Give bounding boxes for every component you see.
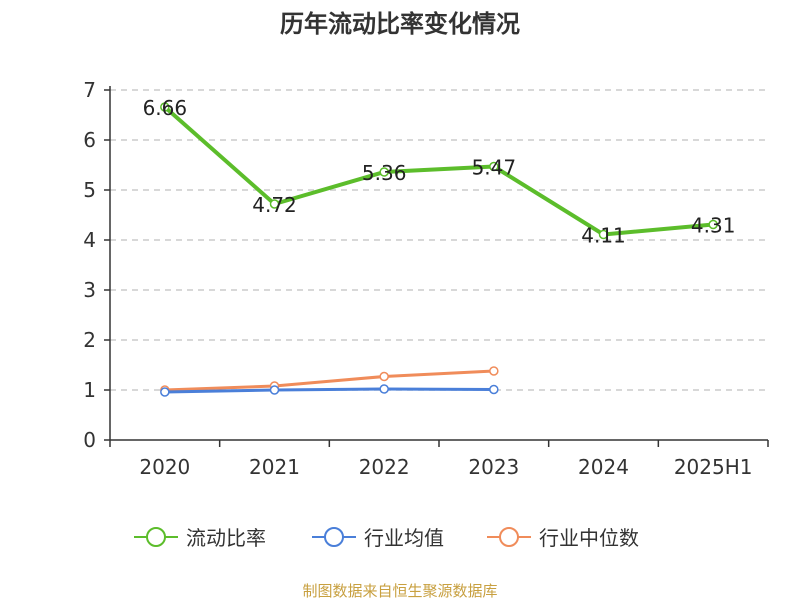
legend-label: 行业中位数 [539, 526, 639, 550]
data-point [598, 229, 609, 240]
data-label: 4.31 [691, 214, 736, 238]
data-point [489, 384, 499, 395]
y-tick-label: 2 [83, 328, 96, 352]
y-tick-label: 4 [83, 228, 96, 252]
series-line [163, 105, 714, 237]
data-label: 4.11 [581, 224, 626, 248]
data-point [708, 219, 718, 230]
x-tick-label: 2023 [468, 455, 519, 479]
series-group: 6.66 4.72 5.36 5.47 4.11 4.31 [143, 96, 736, 397]
axes: 0 1 2 3 4 5 6 7 2020 2021 2022 2023 2024 2025H1 [83, 78, 769, 479]
y-tick-label: 0 [83, 428, 96, 452]
legend-item[interactable]: 流动比率 [134, 526, 266, 550]
data-point [489, 366, 499, 376]
data-label: 5.47 [472, 156, 517, 180]
legend-marker-icon [499, 527, 519, 547]
y-tick-label: 3 [83, 278, 96, 302]
legend-marker-icon [324, 527, 344, 547]
x-tick-label: 2020 [139, 455, 190, 479]
data-label: 5.36 [362, 161, 407, 185]
x-tick-label: 2022 [359, 455, 410, 479]
data-point [269, 385, 280, 395]
y-tick-label: 6 [83, 128, 96, 152]
x-tick-label: 2021 [249, 455, 300, 479]
data-point [489, 161, 499, 172]
legend-item[interactable]: 行业中位数 [487, 526, 639, 550]
series-line [164, 369, 494, 392]
data-point [379, 371, 389, 382]
data-point [160, 387, 170, 397]
legend[interactable]: 流动比率 行业均值 行业中位数 [134, 526, 639, 550]
legend-label: 行业均值 [364, 526, 444, 550]
data-point [379, 384, 389, 394]
data-label: 6.66 [143, 96, 188, 120]
y-tick-label: 7 [83, 78, 96, 102]
data-point [379, 167, 389, 177]
x-tick-label: 2024 [578, 455, 629, 479]
source-note: 制图数据来自恒生聚源数据库 [302, 582, 497, 600]
data-point [160, 102, 170, 112]
y-tick-label: 5 [83, 178, 96, 202]
grid [110, 89, 768, 391]
data-point [269, 199, 280, 209]
x-tick-label: 2025H1 [674, 455, 753, 479]
legend-marker-icon [146, 527, 166, 547]
data-label: 4.72 [252, 193, 297, 217]
legend-label: 流动比率 [186, 526, 266, 550]
series-line [164, 387, 494, 394]
chart-title: 历年流动比率变化情况 [280, 10, 520, 38]
legend-item[interactable]: 行业均值 [312, 526, 444, 550]
y-tick-label: 1 [83, 378, 96, 402]
